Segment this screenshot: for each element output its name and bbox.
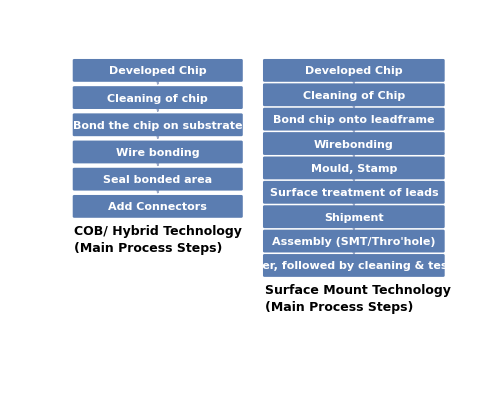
FancyBboxPatch shape	[263, 84, 445, 107]
FancyBboxPatch shape	[73, 168, 243, 191]
Text: Wire bonding: Wire bonding	[116, 147, 199, 158]
Text: Cleaning of Chip: Cleaning of Chip	[303, 91, 405, 100]
Text: Developed Chip: Developed Chip	[109, 66, 206, 76]
FancyBboxPatch shape	[263, 181, 445, 204]
Text: Surface treatment of leads: Surface treatment of leads	[270, 188, 438, 198]
FancyBboxPatch shape	[263, 206, 445, 228]
Text: COB/ Hybrid Technology
(Main Process Steps): COB/ Hybrid Technology (Main Process Ste…	[74, 225, 242, 255]
Text: Wirebonding: Wirebonding	[314, 139, 394, 149]
FancyBboxPatch shape	[73, 141, 243, 164]
FancyBboxPatch shape	[73, 196, 243, 218]
Text: Bond chip onto leadframe: Bond chip onto leadframe	[273, 115, 434, 125]
FancyBboxPatch shape	[263, 133, 445, 156]
Text: Solder, followed by cleaning & testing: Solder, followed by cleaning & testing	[235, 261, 472, 271]
Text: Mould, Stamp: Mould, Stamp	[311, 164, 397, 173]
Text: Seal bonded area: Seal bonded area	[103, 175, 212, 185]
Text: Assembly (SMT/Thro'hole): Assembly (SMT/Thro'hole)	[272, 237, 435, 247]
Text: Bond the chip on substrate: Bond the chip on substrate	[73, 120, 242, 130]
FancyBboxPatch shape	[263, 109, 445, 131]
Text: Add Connectors: Add Connectors	[108, 202, 207, 212]
Text: Shipment: Shipment	[324, 212, 384, 222]
Text: Developed Chip: Developed Chip	[305, 66, 403, 76]
Text: Cleaning of chip: Cleaning of chip	[107, 93, 208, 103]
FancyBboxPatch shape	[73, 114, 243, 137]
Text: Surface Mount Technology
(Main Process Steps): Surface Mount Technology (Main Process S…	[265, 284, 450, 313]
FancyBboxPatch shape	[263, 254, 445, 277]
FancyBboxPatch shape	[263, 60, 445, 83]
FancyBboxPatch shape	[263, 230, 445, 253]
FancyBboxPatch shape	[73, 87, 243, 110]
FancyBboxPatch shape	[73, 60, 243, 83]
FancyBboxPatch shape	[263, 157, 445, 180]
